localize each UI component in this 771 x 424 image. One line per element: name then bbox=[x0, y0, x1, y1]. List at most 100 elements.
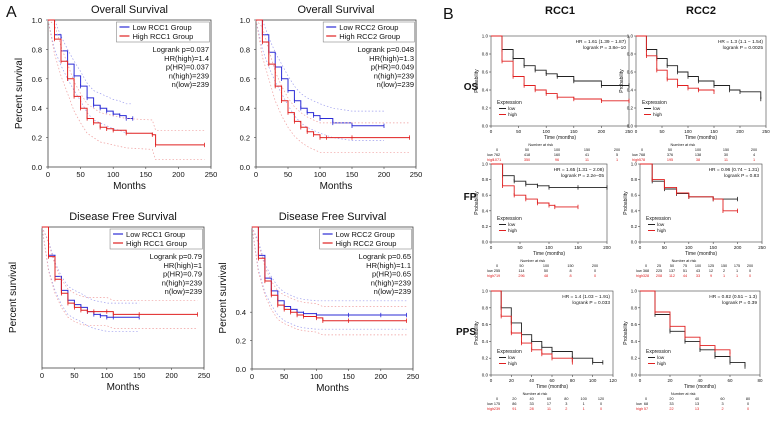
y-tick-label: 0.2 bbox=[32, 134, 42, 143]
chart-title: Overall Survival bbox=[297, 4, 374, 16]
legend-box bbox=[116, 21, 210, 43]
x-tick-label: 150 bbox=[709, 245, 717, 250]
legend-entry: Low RCC1 Group bbox=[126, 230, 185, 239]
x-tick-label: 60 bbox=[549, 378, 555, 383]
stat-line: logrank P = 3.8e−10 bbox=[583, 45, 626, 51]
x-tick-label: 100 bbox=[310, 372, 323, 381]
x-tick-label: 150 bbox=[570, 129, 578, 134]
y-tick-label: 0.2 bbox=[631, 356, 638, 361]
risk-table-time: 20 bbox=[669, 397, 673, 401]
risk-table-time: 120 bbox=[598, 397, 604, 401]
y-tick-label: 0.4 bbox=[627, 88, 634, 93]
x-tick-label: 100 bbox=[314, 170, 327, 179]
risk-table-time: 0 bbox=[645, 397, 647, 401]
stat-line: logrank P = 0.033 bbox=[572, 300, 610, 306]
risk-table-title: Number at risk bbox=[672, 259, 697, 263]
chart-title: Disease Free Survival bbox=[279, 211, 387, 223]
risk-table-time: 40 bbox=[695, 397, 699, 401]
x-tick-label: 250 bbox=[198, 371, 211, 380]
legend-entry: low bbox=[508, 355, 516, 361]
y-tick-label: 1.0 bbox=[627, 34, 634, 39]
x-tick-label: 200 bbox=[736, 129, 744, 134]
chart-title: Overall Survival bbox=[91, 4, 168, 16]
x-tick-label: 200 bbox=[734, 245, 742, 250]
x-tick-label: 250 bbox=[410, 170, 423, 179]
stat-line: HR = 0.82 (0.51 − 1.3) bbox=[709, 294, 757, 300]
risk-table-high: 44 bbox=[683, 274, 687, 278]
survival-curve-low bbox=[48, 19, 133, 119]
x-tick-label: 250 bbox=[758, 245, 766, 250]
risk-table-time: 0 bbox=[645, 264, 647, 268]
y-tick-label: 0.4 bbox=[236, 308, 246, 317]
risk-table-time: 150 bbox=[567, 264, 573, 268]
risk-table-row-label: high bbox=[487, 407, 494, 411]
plot-frame bbox=[255, 19, 417, 168]
risk-table-high: 1 bbox=[616, 158, 618, 162]
x-tick-label: 60 bbox=[727, 378, 733, 383]
risk-table-time: 200 bbox=[614, 148, 620, 152]
y-tick-label: 0.0 bbox=[32, 163, 42, 172]
x-axis-label: Time (months) bbox=[685, 135, 717, 141]
risk-table-low: 12 bbox=[709, 269, 713, 273]
risk-table-time: 0 bbox=[496, 148, 498, 152]
stat-line: logrank P = 2.2e−05 bbox=[561, 173, 604, 179]
risk-table-row-label: low bbox=[487, 153, 493, 157]
risk-table-high: 112 bbox=[669, 274, 675, 278]
risk-table-row-label: low bbox=[636, 402, 642, 406]
x-tick-label: 200 bbox=[378, 170, 391, 179]
x-tick-label: 250 bbox=[205, 170, 218, 179]
risk-table-time: 60 bbox=[547, 397, 551, 401]
plot-frame bbox=[251, 226, 414, 370]
risk-table-low: 33 bbox=[530, 402, 534, 406]
x-tick-label: 50 bbox=[517, 245, 523, 250]
legend-entry: high bbox=[508, 112, 517, 118]
risk-table-high: 239 bbox=[494, 407, 500, 411]
risk-table-high: 2 bbox=[721, 407, 723, 411]
chart-title: Disease Free Survival bbox=[69, 211, 177, 223]
y-tick-label: 0.8 bbox=[32, 45, 42, 54]
risk-table-time: 100 bbox=[695, 264, 701, 268]
legend-entry: High RCC1 Group bbox=[126, 239, 187, 248]
risk-table-time: 100 bbox=[543, 264, 549, 268]
risk-table-high: 1 bbox=[753, 158, 755, 162]
y-tick-label: 0.8 bbox=[631, 177, 638, 182]
x-tick-label: 100 bbox=[589, 378, 597, 383]
legend-box bbox=[109, 228, 203, 250]
risk-table-high: 28 bbox=[530, 407, 534, 411]
plot-frame bbox=[639, 163, 763, 243]
x-tick-label: 0 bbox=[40, 371, 44, 380]
stat-line: HR(high)=1.1 bbox=[366, 261, 411, 270]
risk-table-low: 762 bbox=[494, 153, 500, 157]
stat-line: Logrank p=0.037 bbox=[152, 45, 209, 54]
risk-table-low: 768 bbox=[639, 153, 645, 157]
x-tick-label: 0 bbox=[639, 245, 642, 250]
y-tick-label: 0.6 bbox=[631, 322, 638, 327]
risk-table-high: 96 bbox=[555, 158, 559, 162]
y-tick-label: 0.2 bbox=[631, 224, 638, 229]
survival-curve-high bbox=[491, 163, 578, 208]
row-label: FP bbox=[464, 192, 477, 203]
x-tick-label: 150 bbox=[342, 372, 355, 381]
confidence-band bbox=[255, 19, 384, 141]
y-axis-label: Probability bbox=[623, 321, 629, 345]
risk-table-low: 114 bbox=[518, 269, 524, 273]
y-tick-label: 0.6 bbox=[627, 70, 634, 75]
legend-entry: high bbox=[657, 228, 666, 234]
confidence-band bbox=[41, 226, 198, 329]
legend-entry: High RCC2 Group bbox=[339, 32, 400, 41]
row-label: OS bbox=[464, 82, 479, 93]
chart-title: RCC2 bbox=[686, 5, 716, 17]
stat-line: HR = 1.3 (1.1 − 1.54) bbox=[718, 39, 763, 45]
x-tick-label: 100 bbox=[542, 129, 550, 134]
x-axis-label: Months bbox=[113, 181, 146, 192]
x-tick-label: 80 bbox=[570, 378, 576, 383]
risk-table-high: 328 bbox=[643, 274, 649, 278]
y-tick-label: 0.2 bbox=[240, 134, 250, 143]
stat-line: HR = 1.61 (1.39 − 1.87) bbox=[576, 39, 627, 45]
legend-entry: low bbox=[657, 222, 665, 228]
y-tick-label: 0.6 bbox=[240, 75, 250, 84]
